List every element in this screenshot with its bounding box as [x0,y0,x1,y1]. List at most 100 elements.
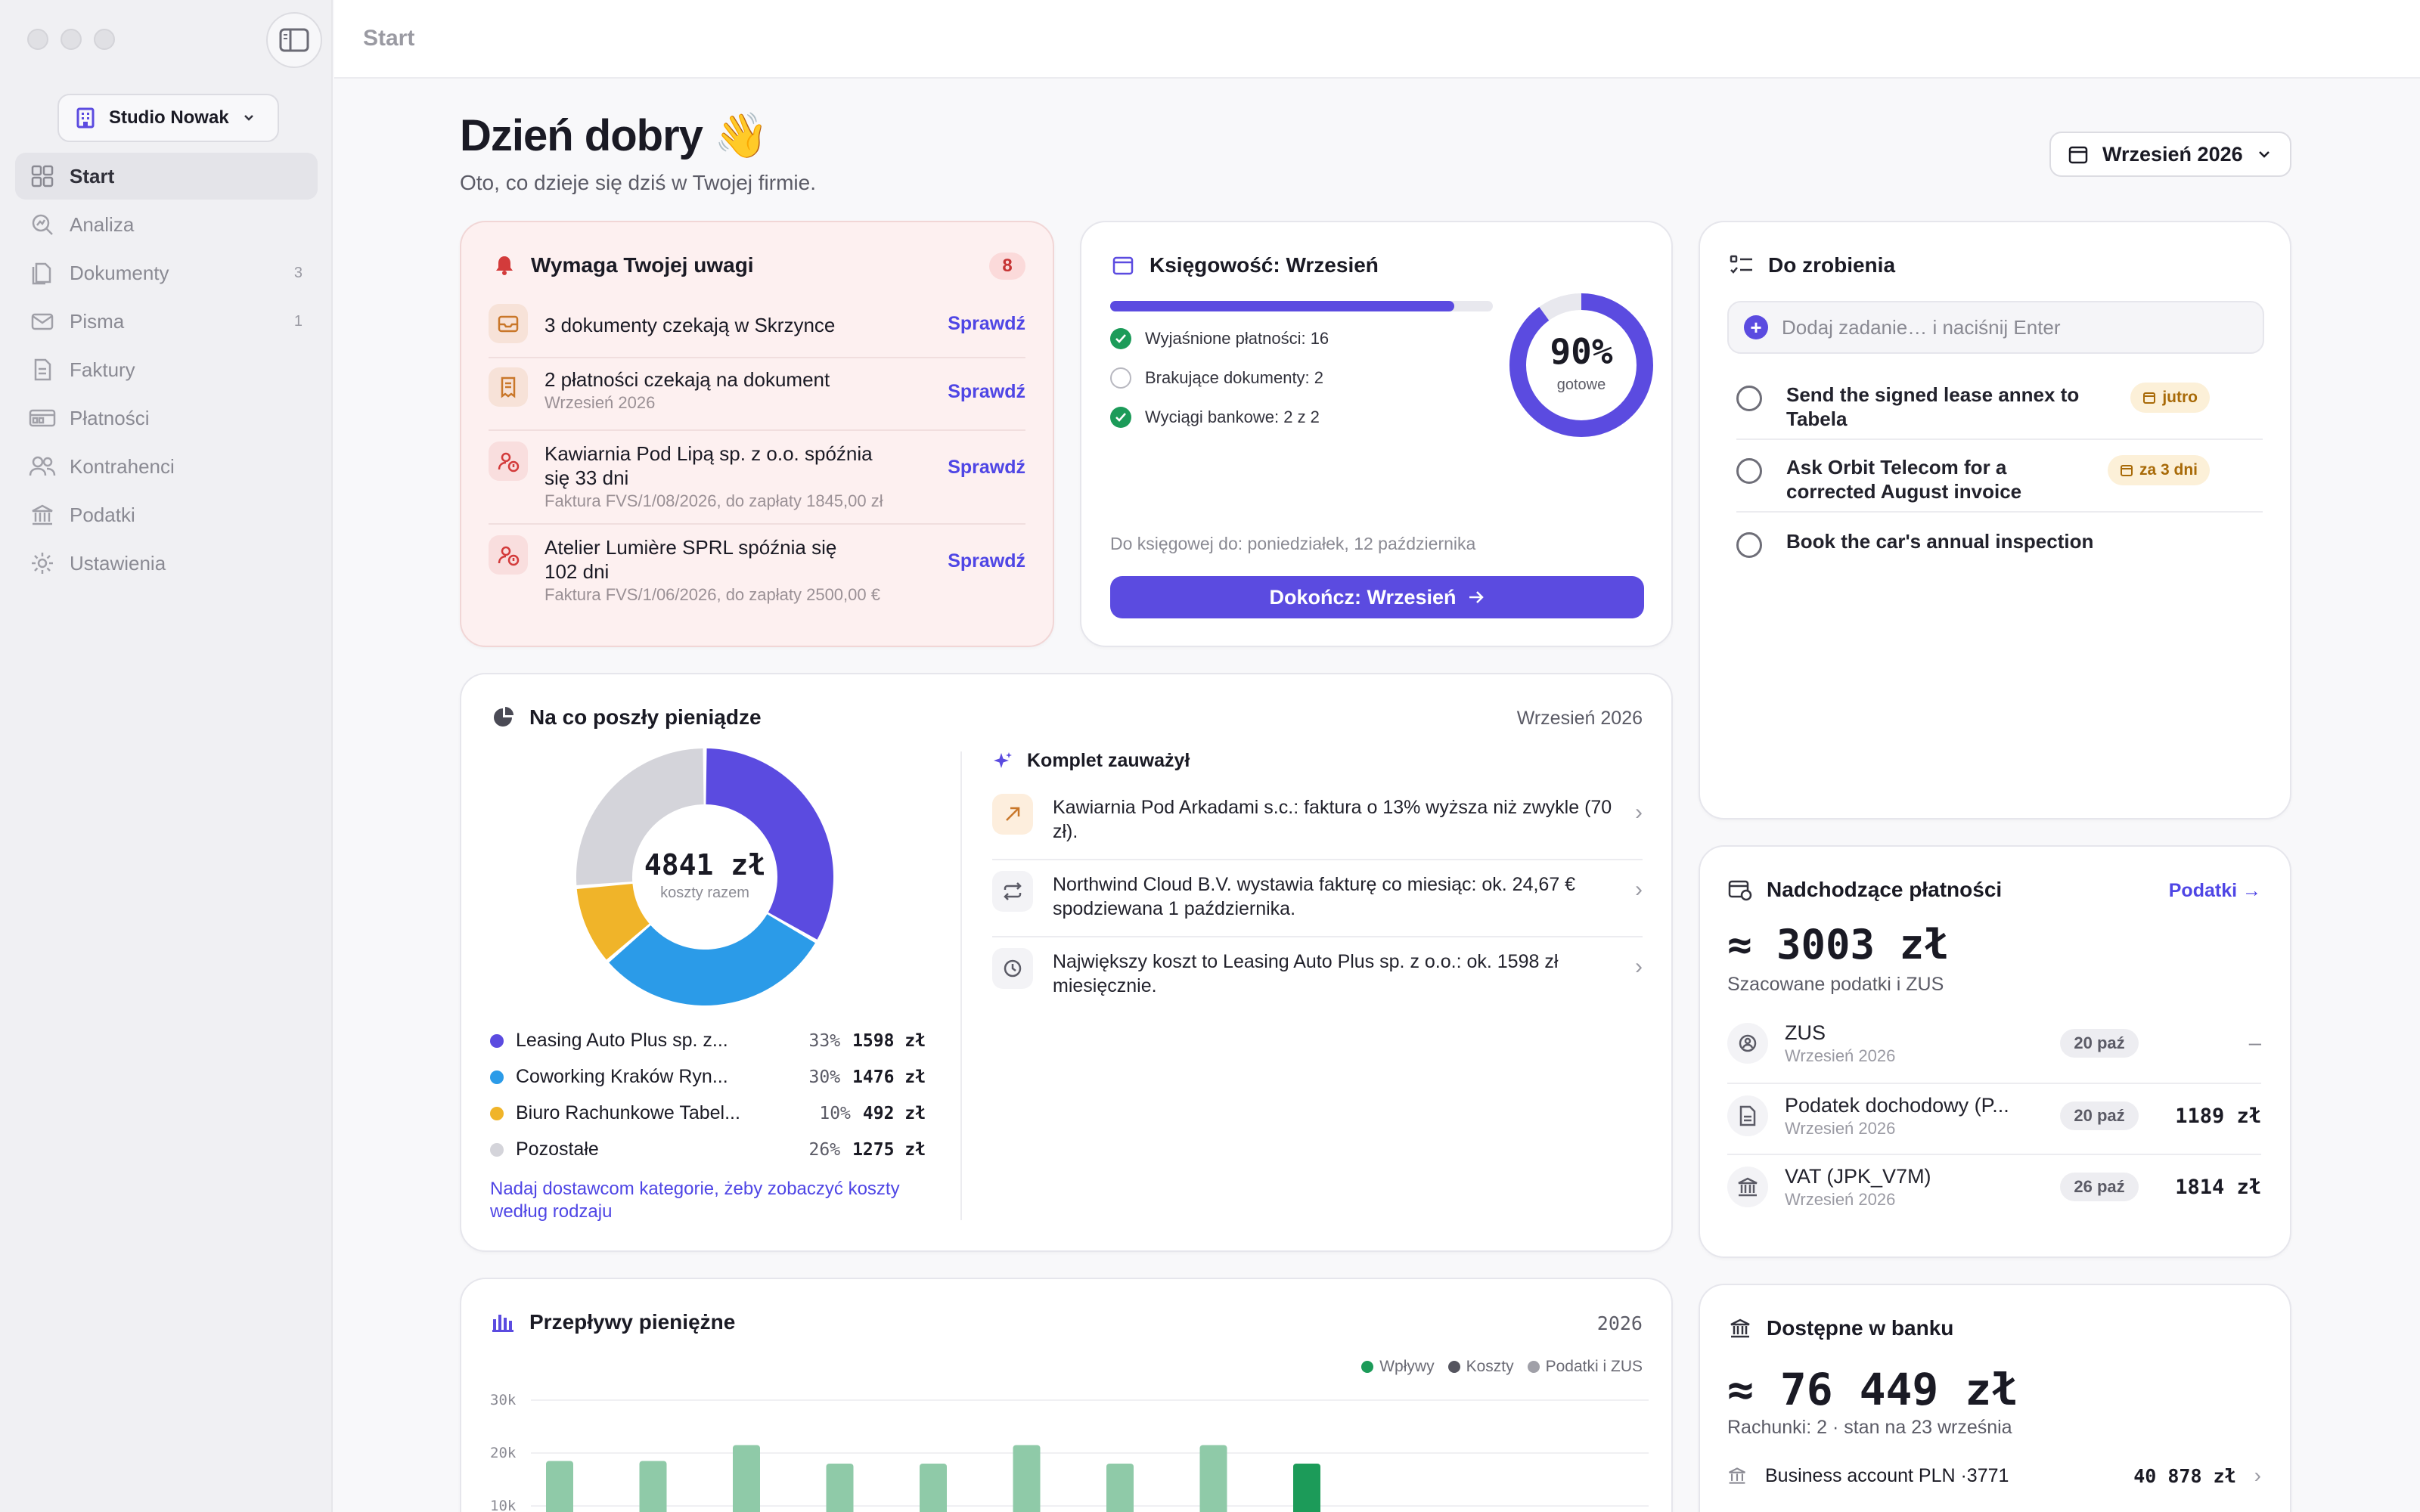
divider [1727,1154,2261,1155]
checklist-label: Wyjaśnione płatności: 16 [1145,329,1329,348]
attention-card: Wymaga Twojej uwagi 8 3 dokumenty czekaj… [460,221,1054,647]
sidebar-item-faktury[interactable]: Faktury [15,346,318,393]
due-tag-label: za 3 dni [2139,461,2198,479]
category-row: Coworking Kraków Ryn... 30% 1476 zł [490,1066,926,1088]
attention-item[interactable]: 3 dokumenty czekają w Skrzynce Sprawdź [489,304,1025,358]
inflow-bar[interactable] [826,1464,854,1512]
finish-month-button[interactable]: Dokończ: Wrzesień [1110,576,1644,618]
inflow-bar[interactable] [546,1461,573,1512]
sidebar-item-analiza[interactable]: Analiza [15,201,318,248]
task-text[interactable]: Ask Orbit Telecom for a corrected August… [1786,456,2022,503]
sidebar-item-podatki[interactable]: Podatki [15,491,318,538]
insight-item[interactable]: Największy koszt to Leasing Auto Plus sp… [992,948,1643,998]
sidebar-item-label: Analiza [70,212,135,236]
legend-label: Wpływy [1379,1358,1435,1375]
chevron-right-icon: › [1635,877,1643,902]
chevron-right-icon: › [1635,800,1643,825]
insight-item[interactable]: Kawiarnia Pod Arkadami s.c.: faktura o 1… [992,794,1643,844]
minimize-window-button[interactable] [60,29,82,50]
sidebar-item-platnosci[interactable]: Płatności [15,395,318,442]
sidebar-item-kontrahenci[interactable]: Kontrahenci [15,443,318,490]
payment-row[interactable]: VAT (JPK_V7M) Wrzesień 2026 26 paź 1814 z… [1727,1157,2261,1217]
sidebar: Studio Nowak Start Analiza Dokumenty 3 P… [0,0,333,1512]
company-switcher[interactable]: Studio Nowak [57,94,279,142]
spending-donut-chart: 4841 zł koszty razem [573,745,836,1009]
attention-item-subtitle: Wrzesień 2026 [544,393,656,412]
gear-icon [32,553,53,574]
review-link[interactable]: Sprawdź [948,550,1025,572]
company-name: Studio Nowak [109,107,229,128]
review-link[interactable]: Sprawdź [948,381,1025,402]
close-window-button[interactable] [27,29,48,50]
bank-account-row[interactable]: Business account PLN ·3771 40 878 zł › [1727,1464,2261,1488]
sidebar-toggle-button[interactable] [266,12,322,68]
checklist-item: Wyjaśnione płatności: 16 [1110,328,1329,349]
page-title: Start [363,26,415,51]
chevron-down-icon [244,115,253,121]
task-text[interactable]: Send the signed lease annex to Tabela [1786,383,2080,430]
card-header: Nadchodzące płatności [1727,877,2002,903]
attention-item[interactable]: 2 płatności czekają na dokument Wrzesień … [489,358,1025,431]
inflow-bar[interactable] [1199,1445,1227,1512]
payment-row[interactable]: ZUS Wrzesień 2026 20 paź – [1727,1013,2261,1074]
due-tag-label: jutro [2162,389,2198,406]
sidebar-item-ustawienia[interactable]: Ustawienia [15,540,318,587]
sidebar-item-label: Ustawienia [70,551,166,575]
sidebar-item-label: Kontrahenci [70,454,175,478]
payment-row[interactable]: Podatek dochodowy (P... Wrzesień 2026 20 … [1727,1086,2261,1146]
task-text[interactable]: Book the car's annual inspection [1786,530,2094,553]
legend-dot [490,1106,504,1120]
clock-icon [1004,959,1022,978]
task-checkbox[interactable] [1736,532,1762,558]
donut-slice-2 [576,884,650,960]
review-link[interactable]: Sprawdź [948,313,1025,334]
attention-item-title: 3 dokumenty czekają w Skrzynce [544,314,836,336]
add-task-input[interactable]: + Dodaj zadanie… i naciśnij Enter [1727,301,2264,354]
legend-item: Koszty [1447,1358,1514,1376]
review-link[interactable]: Sprawdź [948,457,1025,478]
attention-item[interactable]: Atelier Lumière SPRL spóźnia się 102 dni… [489,525,1025,618]
payment-date: 20 paź [2060,1029,2139,1058]
chevron-right-icon: › [1635,954,1643,979]
calendar-money-icon [1728,880,1752,901]
check-icon [1110,407,1131,428]
taxes-link[interactable]: Podatki → [2168,880,2261,901]
divider [992,936,1643,937]
category-amount: 1476 zł [852,1067,926,1087]
card-header: Przepływy pieniężne [490,1309,735,1335]
upcoming-total: ≈ 3003 zł [1727,921,1949,968]
upcoming-payments-card: Nadchodzące płatności Podatki → ≈ 3003 z… [1699,845,2291,1258]
category-percent: 10% [819,1103,851,1123]
inflow-bar[interactable] [1013,1445,1041,1512]
inbox-icon [498,315,519,333]
inflow-bar[interactable] [1293,1464,1320,1512]
inflow-bar[interactable] [733,1445,760,1512]
month-picker[interactable]: Wrzesień 2026 [2049,132,2291,177]
category-amount: 1598 zł [852,1030,926,1051]
legend-item: Podatki i ZUS [1527,1358,1643,1376]
bell-icon [496,256,513,275]
card-title: Wymaga Twojej uwagi [531,253,754,277]
categorize-suppliers-link[interactable]: Nadaj dostawcom kategorie, żeby zobaczyć… [490,1179,900,1222]
insight-item[interactable]: Northwind Cloud B.V. wystawia fakturę co… [992,871,1643,921]
task-checkbox[interactable] [1736,386,1762,411]
inflow-bar[interactable] [1106,1464,1134,1512]
month-picker-label: Wrzesień 2026 [2102,142,2243,166]
card-icon [29,409,56,427]
greeting-subtitle: Oto, co dzieje się dziś w Twojej firmie. [460,171,816,194]
window-controls [27,29,115,50]
attention-item[interactable]: Kawiarnia Pod Lipą sp. z o.o. spóźnia si… [489,431,1025,525]
sidebar-item-pisma[interactable]: Pisma 1 [15,298,318,345]
inflow-bar[interactable] [920,1464,947,1512]
inflow-bar[interactable] [639,1461,667,1512]
building-icon [76,107,95,129]
payment-name: ZUS [1785,1021,1826,1044]
sidebar-item-dokumenty[interactable]: Dokumenty 3 [15,249,318,296]
sidebar-item-start[interactable]: Start [15,153,318,200]
card-title: Na co poszły pieniądze [529,705,762,729]
chart-legend: Wpływy Koszty Podatki i ZUS [1361,1358,1643,1376]
zoom-window-button[interactable] [94,29,115,50]
period-label: Wrzesień 2026 [1516,708,1643,729]
sidebar-item-label: Płatności [70,406,150,429]
task-checkbox[interactable] [1736,458,1762,484]
